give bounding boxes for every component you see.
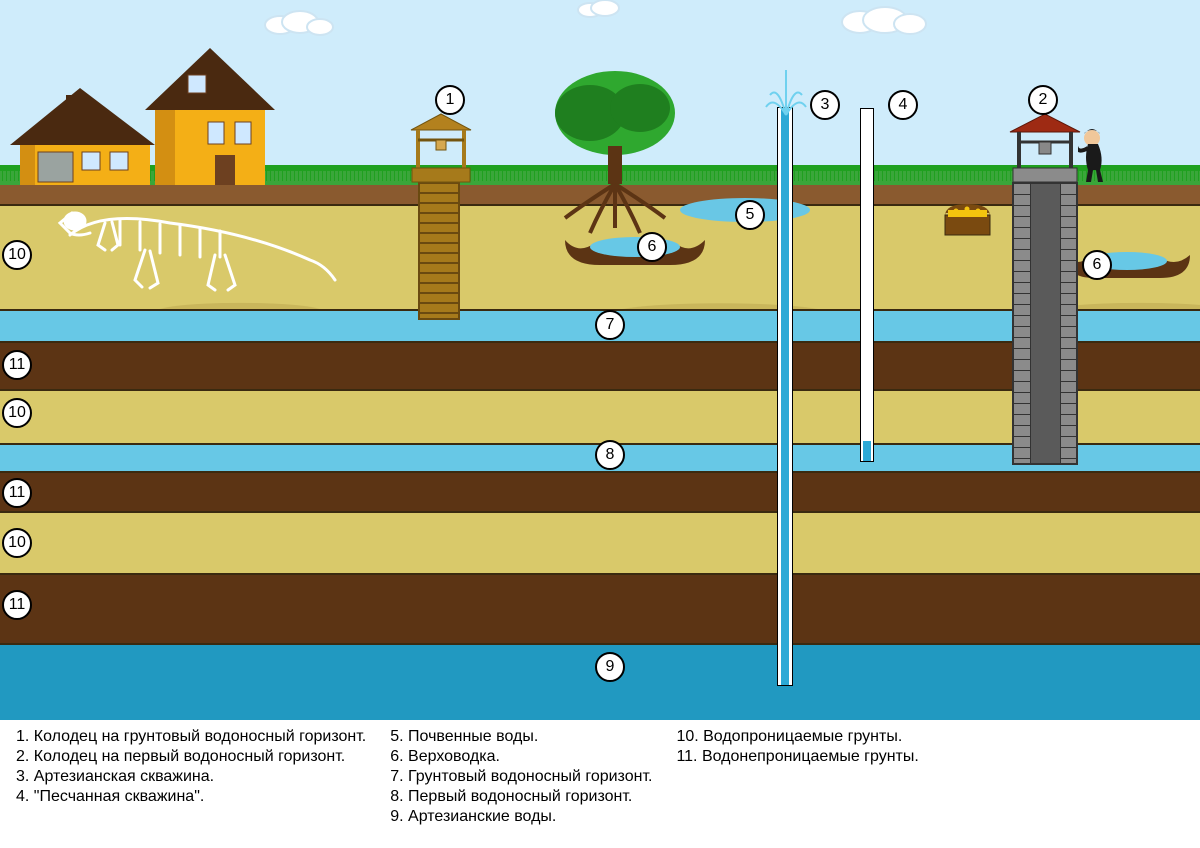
legend-item-7: 7. Грунтовый водоносный горизонт. <box>390 768 652 786</box>
layer-clay-11b <box>0 471 1200 511</box>
legend-item-1: 1. Колодец на грунтовый водоносный гориз… <box>16 728 366 746</box>
legend-item-9: 9. Артезианские воды. <box>390 808 652 826</box>
layer-sand-10c <box>0 511 1200 573</box>
marker-3: 3 <box>810 90 840 120</box>
marker-1: 1 <box>435 85 465 115</box>
sand-borehole-water <box>863 441 871 461</box>
legend-column: 10. Водопроницаемые грунты. 11. Водонепро… <box>676 728 918 826</box>
legend-item-5: 5. Почвенные воды. <box>390 728 652 746</box>
house-icon <box>10 30 280 185</box>
wooden-well-shaft <box>418 182 460 320</box>
artesian-fountain-icon <box>756 65 816 125</box>
stone-well-top <box>1005 112 1085 184</box>
wooden-well-top <box>406 112 476 184</box>
marker-10: 10 <box>2 240 32 270</box>
legend-item-10: 10. Водопроницаемые грунты. <box>676 728 918 746</box>
legend-item-3: 3. Артезианская скважина. <box>16 768 366 786</box>
sand-borehole <box>860 108 874 462</box>
marker-11: 11 <box>2 590 32 620</box>
legend-column: 1. Колодец на грунтовый водоносный гориз… <box>16 728 366 826</box>
legend-item-8: 8. Первый водоносный горизонт. <box>390 788 652 806</box>
legend-item-6: 6. Верховодка. <box>390 748 652 766</box>
perched-water-right <box>1060 243 1195 288</box>
marker-9: 9 <box>595 652 625 682</box>
legend-item-2: 2. Колодец на первый водоносный горизонт… <box>16 748 366 766</box>
artesian-borehole <box>778 108 792 685</box>
marker-7: 7 <box>595 310 625 340</box>
legend: 1. Колодец на грунтовый водоносный гориз… <box>0 720 1200 826</box>
legend-item-4: 4. "Песчанная скважина". <box>16 788 366 806</box>
dinosaur-skeleton-icon <box>50 195 340 295</box>
perched-water-left <box>560 225 710 275</box>
layer-clay-11c <box>0 573 1200 643</box>
marker-4: 4 <box>888 90 918 120</box>
marker-11: 11 <box>2 478 32 508</box>
person-icon <box>1078 126 1128 184</box>
legend-item-11: 11. Водонепроницаемые грунты. <box>676 748 918 766</box>
groundwater-cross-section: 1 2 3 4 5 6 6 7 8 9 10 10 10 11 11 11 <box>0 0 1200 720</box>
marker-6: 6 <box>1082 250 1112 280</box>
marker-6: 6 <box>637 232 667 262</box>
stone-well-shaft <box>1012 182 1078 465</box>
marker-2: 2 <box>1028 85 1058 115</box>
marker-11: 11 <box>2 350 32 380</box>
marker-8: 8 <box>595 440 625 470</box>
marker-10: 10 <box>2 398 32 428</box>
legend-column: 5. Почвенные воды. 6. Верховодка. 7. Грунт… <box>390 728 652 826</box>
treasure-chest-icon <box>940 198 995 238</box>
marker-10: 10 <box>2 528 32 558</box>
marker-5: 5 <box>735 200 765 230</box>
